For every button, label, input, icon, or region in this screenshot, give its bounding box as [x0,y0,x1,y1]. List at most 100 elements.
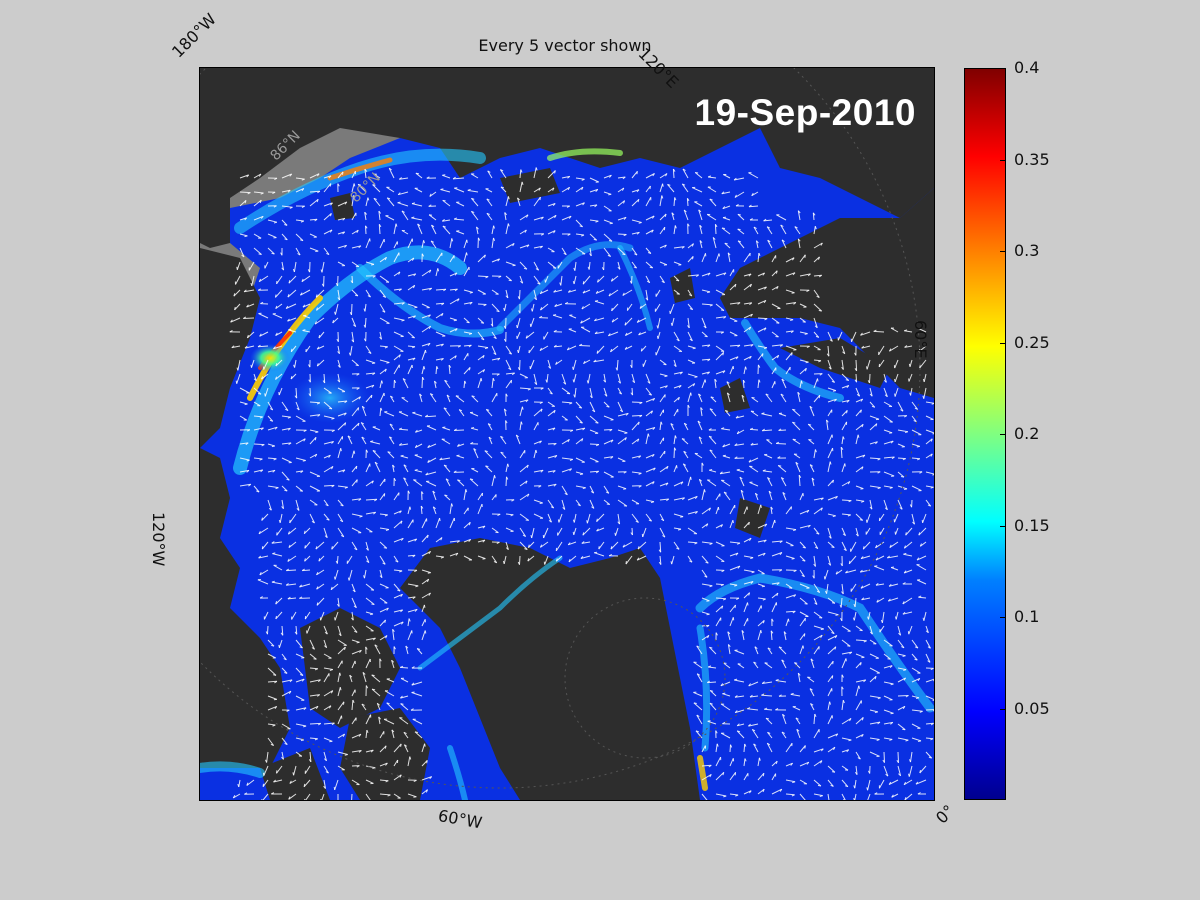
velocity-vector [445,478,451,487]
velocity-vector [337,672,341,683]
velocity-vector-head [360,422,365,425]
velocity-vector-head [766,439,770,441]
velocity-vector [519,513,529,521]
velocity-vector [923,373,927,383]
velocity-vector [642,359,647,367]
velocity-vector-head [283,658,287,661]
velocity-vector [351,407,359,417]
velocity-vector-head [261,799,263,800]
velocity-vector-head [736,723,740,727]
velocity-vector [289,513,297,524]
velocity-vector [645,387,652,396]
velocity-vector [911,723,921,729]
velocity-vector [264,261,269,269]
velocity-vector-head [778,646,782,649]
velocity-vector [288,541,297,548]
velocity-vector [275,359,283,367]
velocity-vector [701,272,711,277]
velocity-vector-head [414,306,418,309]
velocity-vector [365,238,371,249]
velocity-vector [701,597,710,602]
velocity-vector [246,779,255,786]
velocity-vector-head [581,234,585,237]
velocity-vector-head [512,243,515,247]
velocity-vector [771,317,780,324]
velocity-vector [351,699,354,711]
velocity-vector-head [818,309,822,312]
velocity-vector-head [412,411,416,414]
velocity-vector [737,663,745,669]
velocity-vector-head [329,669,333,671]
velocity-vector-head [243,316,247,319]
velocity-vector [361,703,367,711]
velocity-vector [645,397,655,403]
velocity-vector-head [853,603,856,608]
velocity-vector [617,499,628,507]
velocity-vector-head [863,679,867,683]
velocity-vector-head [722,692,726,695]
velocity-vector-head [797,672,801,676]
velocity-vector [827,409,833,417]
velocity-vector [288,793,297,800]
velocity-vector [264,387,269,397]
velocity-vector [845,569,857,574]
velocity-vector-head [399,177,402,180]
velocity-vector [813,303,823,312]
velocity-vector-head [520,421,523,425]
velocity-vector [453,177,465,180]
velocity-vector [449,317,457,321]
velocity-vector-head [694,376,698,378]
velocity-vector-head [762,598,766,601]
velocity-vector-head [524,548,528,550]
velocity-vector-head [737,344,741,348]
velocity-vector-head [902,655,906,657]
velocity-vector-head [860,556,864,559]
velocity-vector-head [860,585,864,589]
velocity-vector [841,385,849,389]
velocity-vector-head [909,392,912,396]
velocity-vector [701,289,711,293]
velocity-vector-head [284,238,288,241]
velocity-vector-head [721,569,725,573]
velocity-vector-head [553,410,556,414]
velocity-vector-head [622,253,626,256]
velocity-vector [386,678,395,683]
velocity-vector [351,611,354,621]
velocity-vector-head [399,442,402,446]
velocity-vector-head [722,454,726,457]
velocity-vector [783,631,787,641]
velocity-vector [659,541,662,553]
velocity-vector-head [855,533,859,537]
velocity-vector [869,667,880,674]
velocity-vector [303,315,311,319]
velocity-vector [407,364,413,375]
velocity-vector-head [792,408,796,411]
velocity-vector [908,625,913,635]
velocity-vector-head [856,393,860,397]
velocity-vector-head [275,332,278,336]
velocity-vector [897,429,908,433]
velocity-vector [781,731,787,739]
velocity-vector [337,751,348,755]
velocity-vector [888,597,899,602]
velocity-vector [295,470,304,473]
velocity-vector-head [357,183,362,186]
velocity-vector [712,237,717,249]
velocity-vector [645,410,653,417]
velocity-vector-head [554,455,558,458]
velocity-vector-head [259,572,262,576]
velocity-vector-head [813,563,816,567]
velocity-vector-head [861,500,865,503]
velocity-vector-head [594,318,597,322]
velocity-vector [850,583,857,592]
velocity-vector [379,597,388,604]
velocity-vector-head [229,330,233,333]
velocity-vector-head [705,561,709,564]
velocity-vector [407,756,411,767]
velocity-vector-head [567,439,570,443]
velocity-vector-head [553,314,557,316]
velocity-vector-head [918,532,921,536]
velocity-vector-head [265,759,268,763]
velocity-vector-head [831,380,835,383]
velocity-vector-head [674,447,677,451]
